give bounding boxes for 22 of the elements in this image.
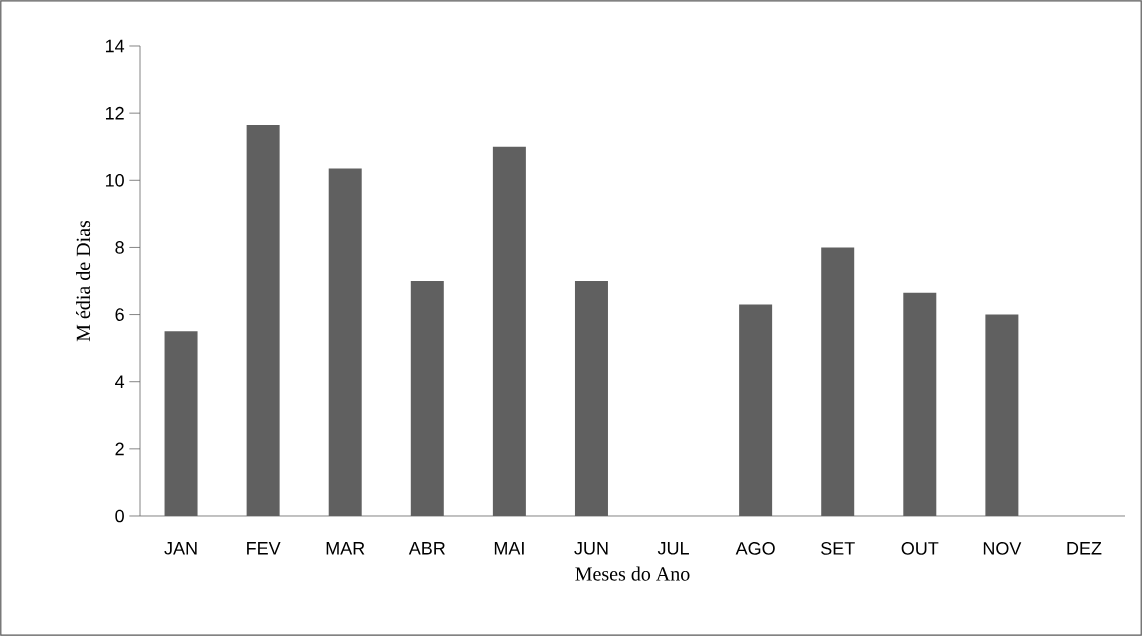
y-tick-label: 4 xyxy=(115,375,125,388)
y-tick-label: 10 xyxy=(105,173,124,187)
y-axis-title: M édia de Dias xyxy=(76,220,91,342)
x-tick-label: FEV xyxy=(247,542,281,555)
x-tick-label: MAI xyxy=(494,542,524,555)
x-tick-label: JUL xyxy=(657,542,689,555)
y-tick-label: 6 xyxy=(115,308,124,321)
y-tick-label: 14 xyxy=(105,39,125,53)
x-tick-label: ABR xyxy=(408,542,445,555)
y-tick-label: 0 xyxy=(115,509,124,523)
x-tick-label: JAN xyxy=(164,542,197,555)
x-tick-label: DEZ xyxy=(1067,542,1102,555)
x-axis-title: Meses do Ano xyxy=(575,566,690,581)
x-tick-label: JUN xyxy=(574,542,608,555)
x-tick-label: NOV xyxy=(983,542,1022,555)
x-tick-label: OUT xyxy=(901,542,939,555)
x-tick-label: MAR xyxy=(326,542,365,555)
x-tick-label: SET xyxy=(821,542,855,555)
y-tick-label: 2 xyxy=(115,442,124,456)
x-tick-label: AGO xyxy=(735,542,775,555)
y-tick-label: 12 xyxy=(105,106,124,120)
y-tick-label: 8 xyxy=(115,241,124,254)
